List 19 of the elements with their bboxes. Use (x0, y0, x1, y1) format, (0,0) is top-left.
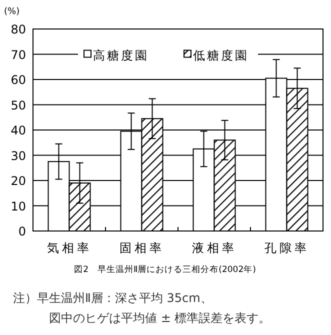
y-tick-label: 40 (10, 124, 26, 138)
x-tick-label: 固相率 (119, 241, 164, 255)
y-tick-label: 80 (10, 22, 26, 36)
y-axis-title: (%) (4, 7, 20, 17)
y-tick-label: 20 (10, 174, 26, 188)
text: 注）早生温州Ⅱ層：深さ平均 35cm、 (13, 291, 212, 305)
y-tick-label: 10 (10, 199, 26, 214)
y-tick-label: 30 (10, 148, 26, 163)
x-tick-label: 孔隙率 (264, 241, 310, 255)
y-tick-label: 50 (10, 98, 26, 112)
y-tick-label: 0 (18, 224, 26, 238)
text: 図2 早生温州Ⅱ層における三相分布(2002年) (74, 264, 256, 275)
text: 図中のヒゲは平均値 ± 標準誤差を表す。 (49, 311, 271, 325)
legend-label: 高糖度園 (93, 48, 149, 62)
y-tick-label: 70 (10, 48, 26, 62)
x-tick-label: 気相率 (46, 241, 92, 255)
x-tick-label: 液相率 (192, 241, 237, 255)
y-tick-label: 60 (10, 73, 26, 87)
legend-label: 低糖度園 (193, 48, 249, 62)
